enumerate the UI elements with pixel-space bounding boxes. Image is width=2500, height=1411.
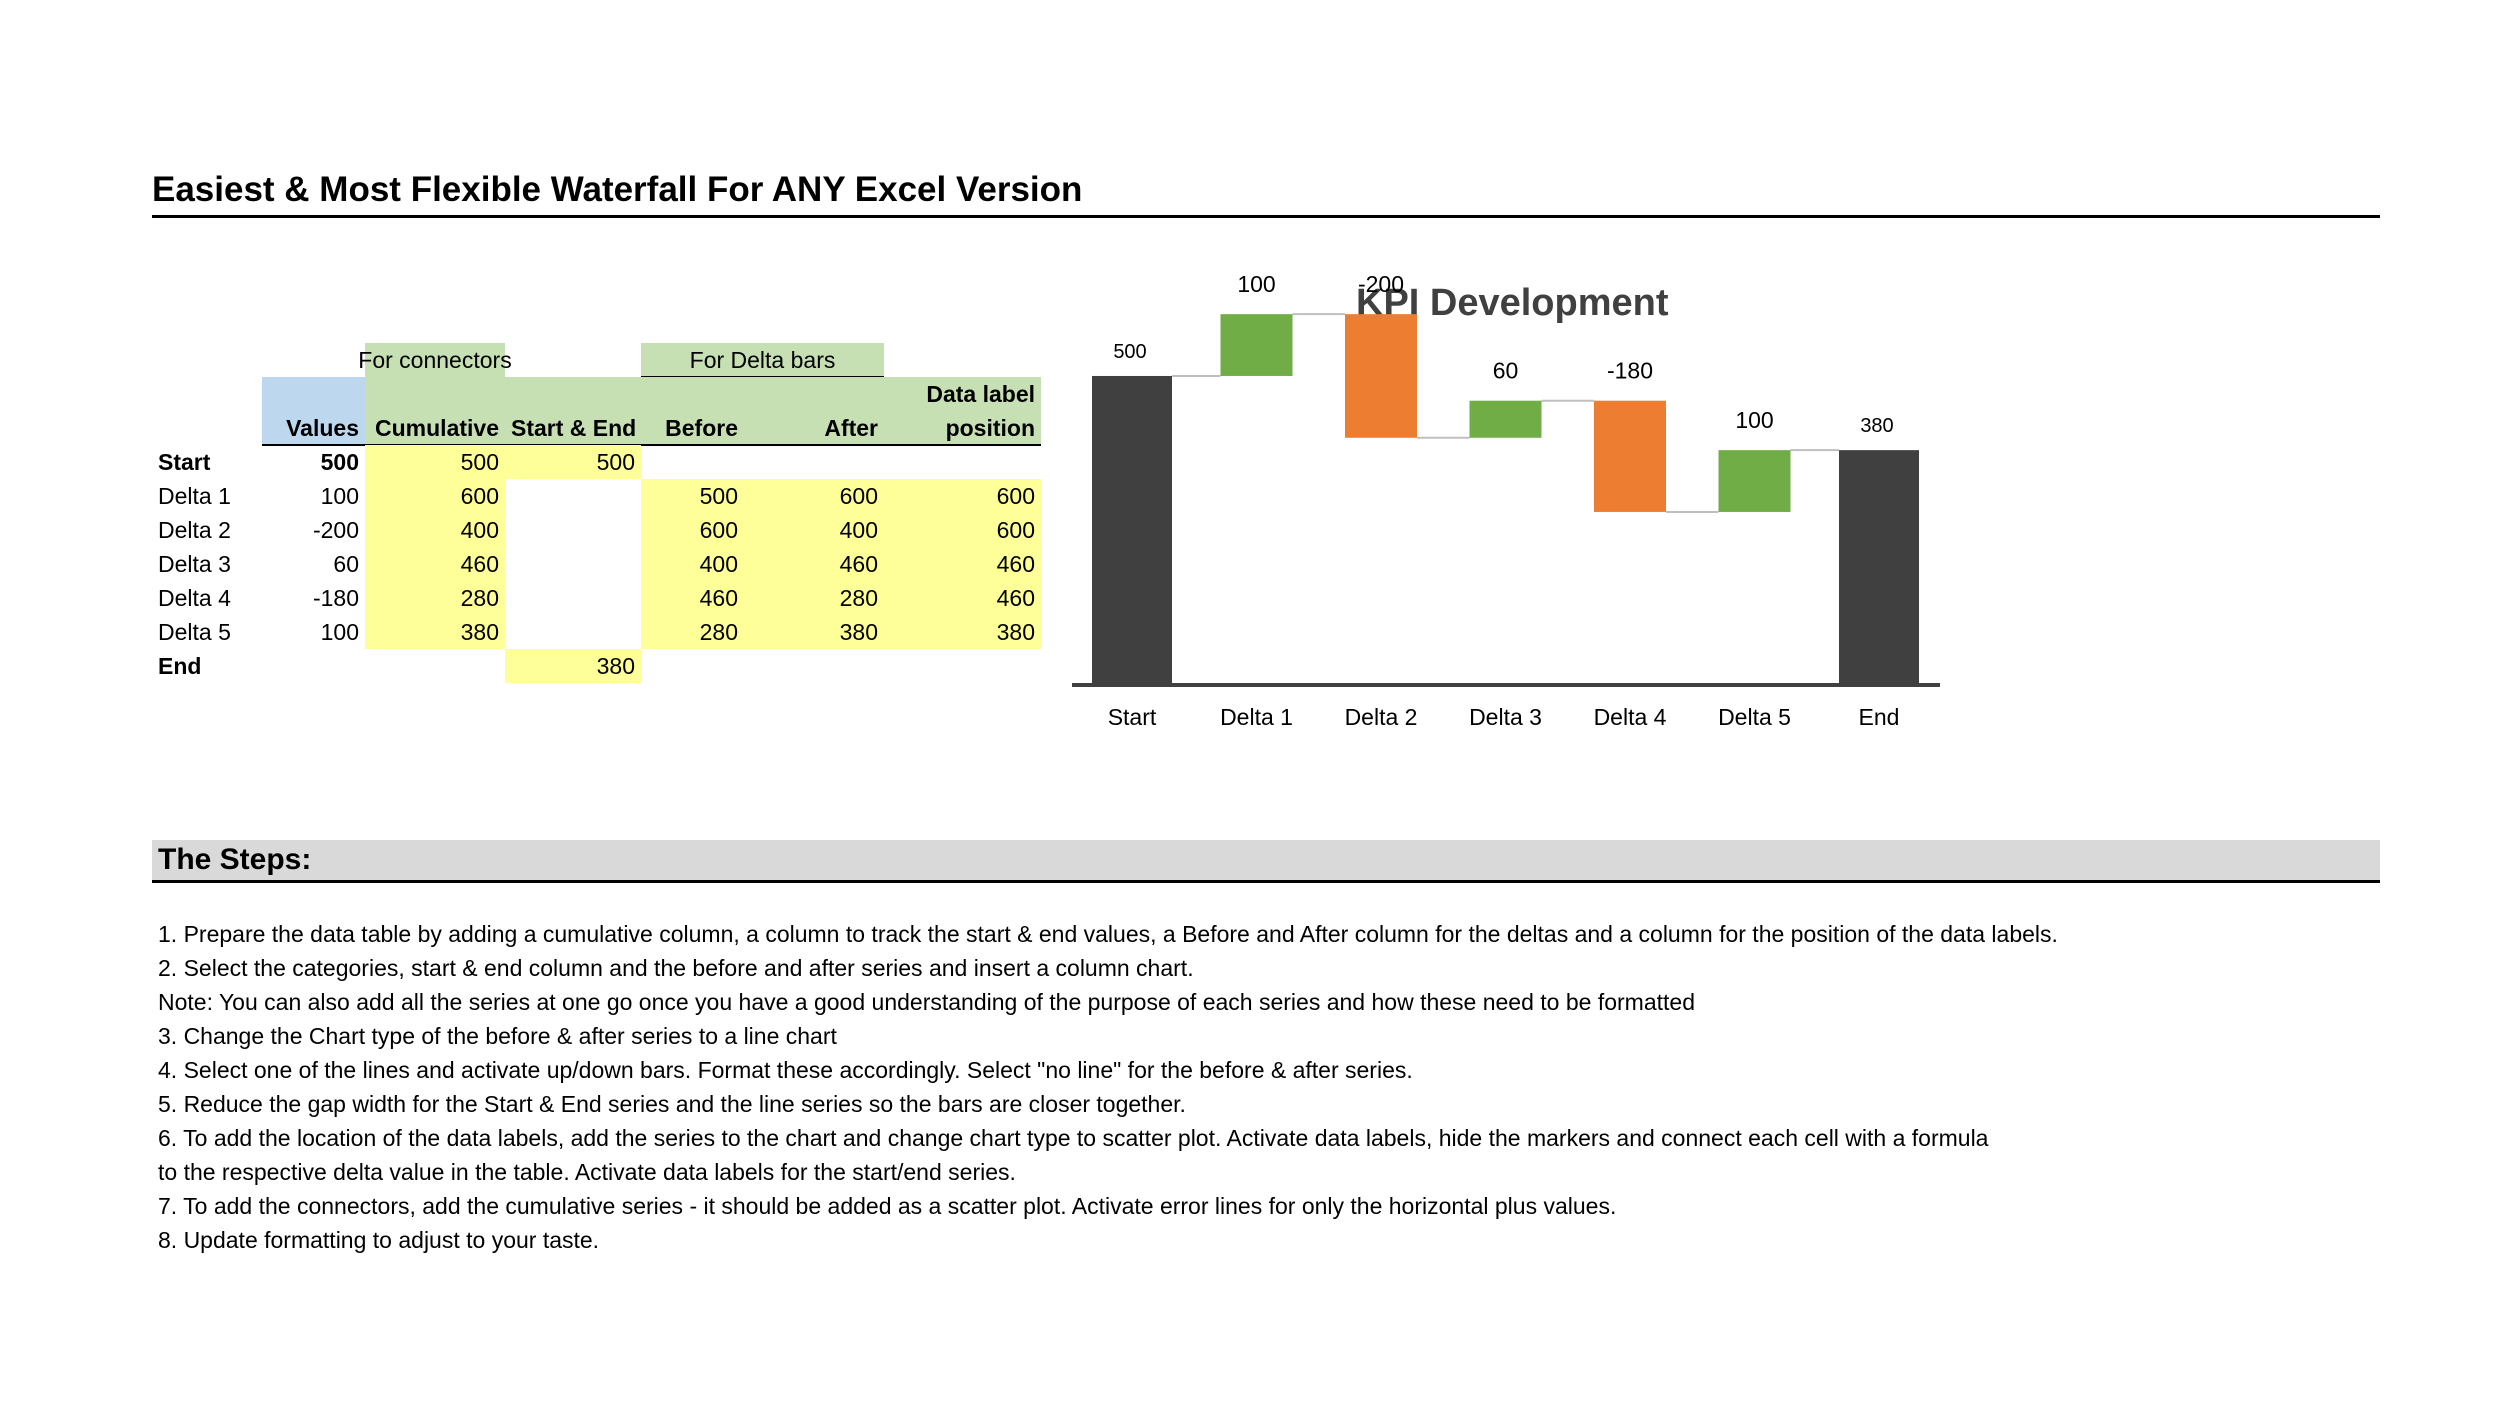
data-label: 100 [1735, 407, 1773, 433]
bar-increase-delta-1[interactable] [1220, 314, 1293, 376]
cell-before[interactable]: 500 [699, 483, 738, 509]
step-note: Note: You can also add all the series at… [158, 989, 1695, 1015]
step-line: 2. Select the categories, start & end co… [158, 955, 1194, 981]
end-cell-fill [505, 649, 641, 683]
col-header-before[interactable]: Before [665, 415, 738, 441]
step-line: 1. Prepare the data table by adding a cu… [158, 921, 2058, 947]
cell-after[interactable]: 600 [839, 483, 878, 509]
bar-decrease-delta-2[interactable] [1345, 314, 1417, 438]
steps-header-band: The Steps: [152, 840, 2380, 883]
x-tick-label: Start [1108, 704, 1157, 730]
cell-after[interactable]: 280 [839, 585, 878, 611]
col-header-values[interactable]: Values [286, 415, 359, 441]
cell-after[interactable]: 380 [839, 619, 878, 645]
step-line: 4. Select one of the lines and activate … [158, 1057, 1413, 1083]
delta-bars-header-fill [641, 343, 884, 377]
cell-label-position[interactable]: 600 [996, 517, 1035, 543]
steps-title: The Steps: [158, 843, 312, 876]
page-title: Easiest & Most Flexible Waterfall For AN… [152, 170, 1083, 209]
cell-label-position[interactable]: 460 [996, 551, 1035, 577]
cell-before[interactable]: 460 [699, 585, 738, 611]
step-line: 6. To add the location of the data label… [158, 1125, 1989, 1151]
cell-label-position[interactable]: 600 [996, 483, 1035, 509]
row-label-delta-2[interactable]: Delta 2 [158, 517, 231, 543]
col-header-start-end[interactable]: Start & End [511, 415, 637, 441]
x-tick-label: Delta 5 [1718, 704, 1791, 730]
cell-after[interactable]: 400 [839, 517, 878, 543]
data-label: 100 [1237, 271, 1275, 297]
connectors-group-header[interactable]: For connectors [358, 347, 512, 373]
row-label-end[interactable]: End [158, 653, 202, 679]
cell-label-position[interactable]: 460 [996, 585, 1035, 611]
cell-before[interactable]: 280 [699, 619, 738, 645]
data-label: 380 [1860, 415, 1893, 437]
cell-cumulative[interactable]: 400 [460, 517, 499, 543]
helper-header-fill [365, 377, 1041, 445]
x-tick-label: Delta 2 [1345, 704, 1418, 730]
data-label: -200 [1358, 271, 1404, 297]
step-line: 8. Update formatting to adjust to your t… [158, 1227, 600, 1253]
col-header-after[interactable]: After [824, 415, 878, 441]
x-tick-label: Delta 3 [1469, 704, 1542, 730]
step-line: 5. Reduce the gap width for the Start & … [158, 1091, 1186, 1117]
data-label: -180 [1607, 358, 1653, 384]
step-line-continued: to the respective delta value in the tab… [158, 1159, 1016, 1185]
cumulative-column-fill [365, 445, 505, 649]
title-divider [152, 215, 2380, 218]
row-label-delta-4[interactable]: Delta 4 [158, 585, 231, 611]
values-header-fill [262, 377, 365, 445]
col-header-label-position-1[interactable]: Data label [926, 381, 1035, 407]
cell-cumulative[interactable]: 380 [460, 619, 499, 645]
cell-start-end[interactable]: 500 [596, 449, 635, 475]
delta-bars-group-header[interactable]: For Delta bars [689, 347, 836, 373]
steps-list: 1. Prepare the data table by adding a cu… [158, 917, 2058, 1257]
step-line: 3. Change the Chart type of the before &… [158, 1023, 837, 1049]
row-label-delta-3[interactable]: Delta 3 [158, 551, 231, 577]
bar-total-end[interactable] [1839, 450, 1919, 685]
connectors-header-fill [365, 343, 505, 377]
start-cell-fill [505, 445, 641, 479]
x-tick-label: End [1859, 704, 1900, 730]
cell-values[interactable]: -180 [312, 585, 359, 611]
cell-values[interactable]: 500 [320, 449, 359, 475]
cell-before[interactable]: 600 [699, 517, 738, 543]
cell-cumulative[interactable]: 280 [460, 585, 499, 611]
col-header-cumulative[interactable]: Cumulative [375, 415, 499, 441]
data-label: 60 [1493, 358, 1519, 384]
delta-columns-fill [641, 479, 1041, 649]
row-label-delta-1[interactable]: Delta 1 [158, 483, 231, 509]
cell-values[interactable]: 60 [333, 551, 359, 577]
x-tick-label: Delta 1 [1220, 704, 1293, 730]
cell-cumulative[interactable]: 600 [460, 483, 499, 509]
bar-increase-delta-3[interactable] [1469, 400, 1542, 438]
cell-before[interactable]: 400 [699, 551, 738, 577]
bar-decrease-delta-4[interactable] [1594, 400, 1666, 512]
waterfall-chart[interactable]: 500 100 -200 60 -180 100 380 Start Delta 1 Delta … [0, 0, 2500, 760]
step-line: 7. To add the connectors, add the cumula… [158, 1193, 1617, 1219]
cell-values[interactable]: 100 [320, 619, 359, 645]
cell-values[interactable]: -200 [312, 517, 359, 543]
cell-after[interactable]: 460 [839, 551, 878, 577]
row-label-start[interactable]: Start [158, 449, 211, 475]
column-header-underline [262, 444, 1041, 446]
bar-total-start[interactable] [1092, 375, 1172, 685]
x-tick-label: Delta 4 [1594, 704, 1667, 730]
bar-increase-delta-5[interactable] [1718, 450, 1791, 512]
cell-label-position[interactable]: 380 [996, 619, 1035, 645]
cell-cumulative[interactable]: 500 [460, 449, 499, 475]
data-label: 500 [1113, 341, 1146, 363]
row-label-delta-5[interactable]: Delta 5 [158, 619, 231, 645]
cell-values[interactable]: 100 [320, 483, 359, 509]
col-header-label-position-2[interactable]: position [945, 415, 1035, 441]
cell-start-end[interactable]: 380 [596, 653, 635, 679]
cell-cumulative[interactable]: 460 [460, 551, 499, 577]
